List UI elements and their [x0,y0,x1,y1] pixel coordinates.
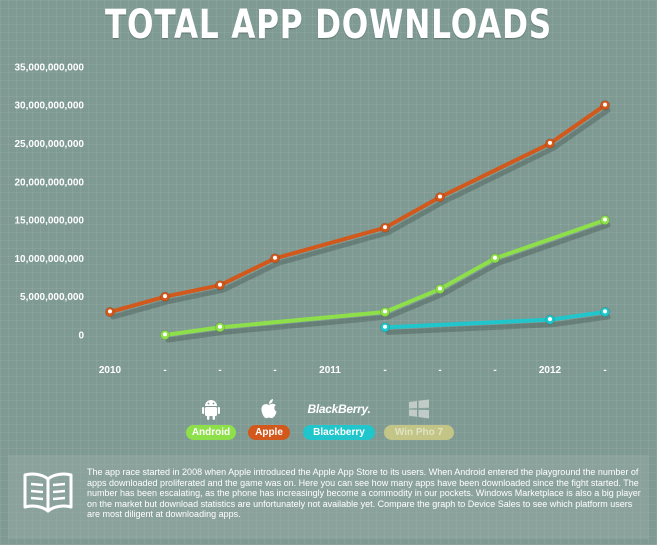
data-point-highlight [493,255,497,260]
data-point-highlight [273,255,277,260]
y-tick-label: 25,000,000,000 [14,139,84,150]
series-line-apple [108,103,607,315]
legend-item-winpho7[interactable]: Win Pho 7 [374,396,464,440]
book-icon [22,471,74,520]
legend-item-android[interactable]: Android [166,396,256,440]
data-point-highlight [548,140,552,145]
data-point-highlight [548,317,552,322]
data-point-highlight [438,194,442,199]
windows-icon [408,396,430,422]
x-tick-label: 2010 [99,365,122,376]
legend-label-android: Android [186,425,236,440]
data-point-highlight [163,294,167,299]
y-tick-label: 0 [78,331,84,342]
series-shadow [385,314,611,335]
series-line-android [163,218,607,337]
legend-label-winpho7: Win Pho 7 [384,425,454,440]
y-tick-label: 5,000,000,000 [20,292,84,303]
data-point-highlight [383,225,387,230]
data-point-highlight [383,309,387,314]
y-tick-label: 15,000,000,000 [14,216,84,227]
y-tick-label: 10,000,000,000 [14,254,84,265]
series-layer [105,100,611,343]
chart-title: TOTAL APP DOWNLOADS [104,2,553,48]
x-tick-label: 2012 [539,365,562,376]
x-tick-label: 2011 [319,365,341,376]
android-icon [202,396,220,422]
x-tick-label: - [603,365,606,376]
info-panel: The app race started in 2008 when Apple … [8,455,649,539]
data-point-highlight [218,324,222,329]
legend-item-apple[interactable]: Apple [224,396,314,440]
data-point-highlight [438,286,442,291]
data-point-highlight [218,282,222,287]
data-point-highlight [603,309,607,314]
series-shadow [165,222,611,343]
data-point-highlight [383,324,387,329]
legend-label-apple: Apple [248,425,290,440]
blackberry-logo: BlackBerry. [307,402,371,416]
x-tick-label: - [163,365,166,376]
y-tick-label: 35,000,000,000 [14,62,84,73]
legend-label-blackberry: Blackberry [303,425,375,440]
x-axis: 2010 - - - 2011 - - - 2012 - [99,365,607,376]
line-chart: 35,000,000,000 30,000,000,000 25,000,000,0… [14,62,611,376]
y-tick-label: 20,000,000,000 [14,177,84,188]
x-tick-label: - [383,365,386,376]
series-shadow [110,107,611,320]
x-tick-label: - [493,365,496,376]
y-tick-label: 30,000,000,000 [14,101,84,112]
apple-icon [260,396,278,422]
legend: Android Apple BlackBerry. Blackberry Win… [0,396,657,446]
info-text: The app race started in 2008 when Apple … [87,467,641,520]
legend-item-blackberry[interactable]: BlackBerry. Blackberry [294,396,384,440]
x-tick-label: - [438,365,441,376]
data-point-highlight [603,217,607,222]
data-point-highlight [603,102,607,107]
x-tick-label: - [273,365,276,376]
data-point-highlight [108,309,112,314]
y-axis: 35,000,000,000 30,000,000,000 25,000,000,0… [14,62,84,341]
data-point-highlight [163,332,167,337]
x-tick-label: - [218,365,221,376]
